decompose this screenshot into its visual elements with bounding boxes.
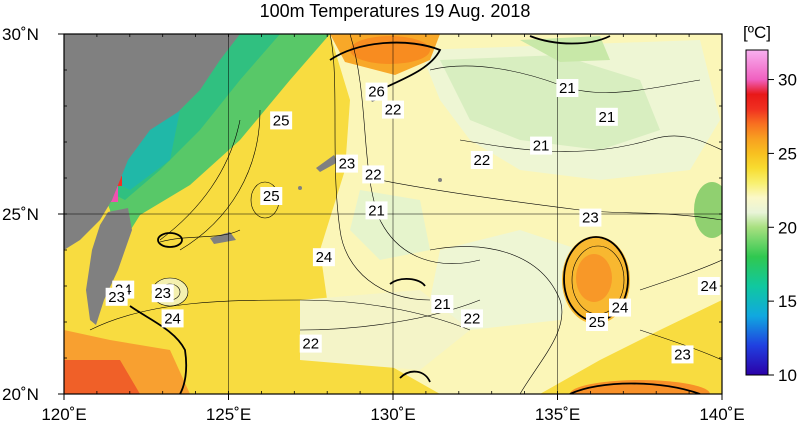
contour-label: 23 [105,287,128,306]
axis-ticks: 120˚E 125˚E 130˚E 135˚E 140˚E 30˚N 25˚N 20˚N [2,25,745,424]
lon-tick-label: 120˚E [41,405,86,424]
contour-label-box [382,100,404,119]
contour-label-text: 22 [302,336,319,353]
contour-label-text: 22 [365,166,382,183]
lat-tick-label: 25˚N [2,205,39,224]
lon-tick-label: 130˚E [370,405,415,424]
contour-label-text: 24 [612,300,629,317]
contour-label: 26 [365,82,388,101]
contour-label: 22 [299,334,322,353]
colorbar-tick-label: 25 [778,144,797,163]
contour-label-text: 22 [473,152,490,169]
lon-tick-label: 125˚E [206,405,251,424]
lat-tick-label: 30˚N [2,25,39,44]
contour-label: 21 [595,107,618,126]
contour-label: 24 [161,309,184,328]
contour-label-box [365,201,388,220]
contour-label-box [595,107,618,126]
contour-label: 24 [312,248,335,267]
contour-label-box [585,313,608,331]
contour-label-text: 23 [108,289,125,306]
contour-label-box [697,277,720,295]
contour-label-box [579,208,602,227]
contour-label-box [270,111,293,130]
contour-label-box [151,284,174,303]
contour-label: 21 [530,136,553,155]
contour-label-text: 21 [434,296,451,313]
contour-label-text: 24 [164,310,181,327]
contour-label-box [609,298,632,317]
contour-label-box [299,334,322,353]
contour-label-box [335,154,358,173]
contour-label-text: 21 [368,202,385,219]
temperature-field [64,34,722,394]
contour-label-text: 23 [154,285,171,302]
contour-label: 21 [431,295,454,313]
contour-label-text: 25 [273,112,290,129]
contour-label-box [362,165,385,184]
lat-tick-label: 20˚N [2,385,39,404]
contour-label: 23 [151,284,174,303]
contour-label: 25 [270,111,293,130]
contour-label-box [460,309,483,328]
contour-label: 22 [470,151,493,169]
contour-label-text: 23 [339,156,356,173]
contour-label-text: 23 [674,346,691,363]
contour-label-text: 26 [368,84,385,101]
map-title: 100m Temperatures 19 Aug. 2018 [259,1,531,21]
colorbar-tick-label: 10 [778,366,797,385]
contour-label-text: 23 [582,210,599,227]
contour-label: 22 [460,309,483,328]
contour-label: 22 [382,100,404,119]
contour-label-box [556,79,579,97]
contour-label-box [365,82,388,101]
contour-label-text: 21 [533,138,550,155]
contour-label: 21 [365,201,388,220]
colorbar-tick-label: 30 [778,71,797,90]
lon-tick-label: 140˚E [699,405,744,424]
colorbar: [ºC] 30 25 20 15 10 [743,23,797,385]
contour-label: 22 [362,165,385,184]
lon-tick-label: 135˚E [535,405,580,424]
contour-label: 21 [556,79,579,97]
contour-label-box [105,287,128,306]
contour-label-text: 25 [263,188,280,205]
colorbar-scale [745,49,769,376]
contour-label-box [671,345,694,364]
contour-label: 25 [585,313,608,331]
colorbar-tick-label: 15 [778,292,797,311]
contour-label-box [312,248,335,267]
contour-label: 25 [260,187,283,205]
contour-label-box [161,309,184,328]
contour-label: 23 [579,208,602,227]
contour-label: 24 [697,277,720,295]
contour-label-box [431,295,454,313]
contour-label-text: 24 [700,278,717,295]
colorbar-title: [ºC] [743,23,771,42]
contour-label: 24 [609,298,632,317]
colorbar-tick-label: 20 [778,218,797,237]
contour-label-box [530,136,553,155]
contour-label: 23 [671,345,694,364]
contour-label-box [470,151,493,169]
contour-label-box [260,187,283,205]
contour-label: 23 [335,154,358,173]
contour-label-text: 21 [599,109,616,126]
contour-label-text: 25 [589,314,606,331]
contour-labels: 2622212121222523222521232424232324212224… [105,79,720,364]
contour-label-text: 22 [464,310,481,327]
contour-label-text: 22 [385,102,402,119]
contour-label-text: 24 [316,249,333,266]
contour-label-text: 21 [559,80,576,97]
